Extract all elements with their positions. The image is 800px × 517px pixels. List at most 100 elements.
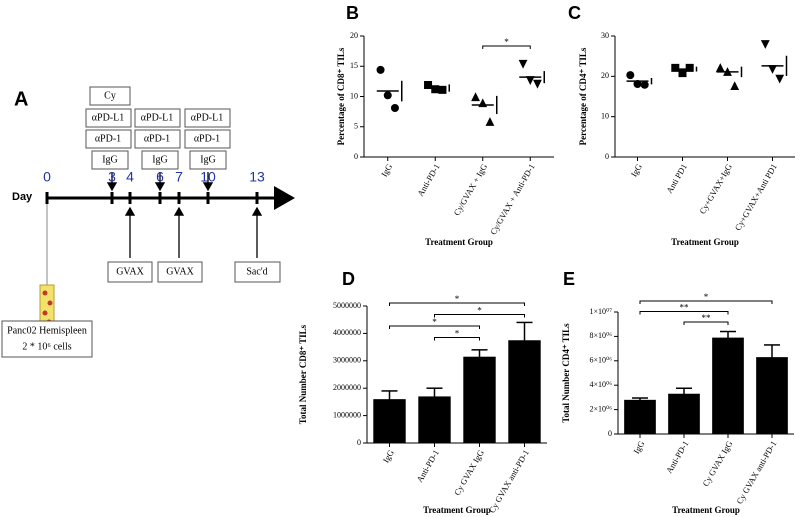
significance-bracket [434, 314, 525, 318]
x-axis-title: Treatment Group [423, 505, 491, 515]
point [678, 69, 687, 78]
point [685, 63, 694, 72]
x-tick-label: Anti-PD-1 [414, 448, 441, 484]
box [85, 129, 132, 149]
drug-label: Cy [104, 90, 116, 101]
box [189, 150, 227, 170]
point [533, 79, 542, 89]
panel-label: C [568, 3, 581, 23]
x-tick-label: IgG [629, 162, 644, 178]
significance-label: ** [680, 303, 690, 313]
y-tick-label: 0 [605, 152, 609, 161]
drug-label: αPD-L1 [92, 112, 124, 123]
box [89, 86, 131, 106]
x-tick-label: Anti-PD-1 [415, 162, 442, 198]
point [438, 85, 447, 94]
panel-label: B [346, 3, 359, 23]
day-number: 7 [175, 169, 183, 185]
y-tick-label: 8×10⁰⁶ [589, 331, 612, 340]
box [91, 150, 129, 170]
significance-label: * [455, 329, 460, 339]
point [730, 81, 740, 91]
day-number: 3 [108, 169, 116, 185]
point [424, 81, 433, 90]
point [478, 98, 488, 108]
panel-label: A [14, 88, 28, 110]
y-tick-label: 4×10⁰⁶ [589, 380, 612, 389]
x-axis-title: Treatment Group [672, 505, 740, 515]
x-tick-label: Cy/GVAX + Anti-PD-1 [488, 162, 537, 236]
model-label: 2 * 10⁶ cells [22, 341, 71, 352]
y-tick-label: 0 [608, 429, 612, 438]
point [525, 76, 535, 85]
x-tick-label: Cy+GVAX+IgG [697, 162, 734, 216]
y-axis-title: Total Number CD4⁺ TILs [561, 323, 571, 423]
box [234, 261, 281, 283]
y-tick-label: 0 [354, 152, 358, 161]
box [141, 150, 179, 170]
significance-bracket [434, 337, 480, 341]
x-tick-label: Anti-PD-1 [664, 439, 691, 475]
x-tick-label: Cy GVAX anti-PD-1 [734, 439, 778, 506]
x-tick-label: Cy/GVAX + IgG [452, 162, 490, 217]
y-tick-label: 6×10⁰⁶ [589, 356, 612, 365]
y-tick-label: 5 [354, 122, 358, 131]
point [768, 65, 777, 74]
point [775, 74, 785, 84]
drug-label: αPD-1 [194, 133, 220, 144]
x-tick-label: Cy GVAX IgG [700, 439, 734, 488]
drug-label: αPD-1 [95, 133, 121, 144]
y-axis-title: Total Number CD8⁺ TILs [298, 324, 308, 424]
point [485, 117, 495, 126]
point [431, 85, 440, 94]
y-tick-label: 4000000 [333, 328, 361, 337]
y-tick-label: 10 [601, 111, 609, 120]
box [134, 108, 181, 128]
point [383, 91, 392, 100]
drug-label: αPD-1 [144, 133, 170, 144]
point [626, 71, 635, 80]
model-label: Panc02 Hemispleen [7, 325, 87, 336]
significance-label: ** [702, 313, 712, 323]
bar [712, 337, 744, 434]
x-tick-label: IgG [379, 162, 394, 178]
bar [756, 357, 788, 434]
y-tick-label: 10 [350, 91, 358, 100]
bar [418, 396, 451, 443]
drug-label: IgG [102, 154, 118, 165]
point [376, 65, 385, 74]
box [134, 129, 181, 149]
day-number: 13 [249, 169, 265, 185]
y-tick-label: 2000000 [333, 383, 361, 392]
box [107, 261, 153, 283]
y-axis-title: Percentage of CD8⁺ TILs [336, 47, 346, 145]
point [390, 103, 399, 112]
sacrifice-label: Sac'd [246, 266, 267, 277]
x-tick-label: IgG [631, 439, 646, 455]
significance-bracket [639, 300, 773, 304]
point [633, 79, 642, 88]
bar [463, 356, 496, 443]
point [471, 92, 480, 102]
bar [668, 393, 700, 434]
box [184, 108, 231, 128]
day-label: Day [12, 191, 33, 203]
bar [508, 340, 541, 443]
bar [373, 399, 406, 443]
drug-label: αPD-L1 [141, 112, 173, 123]
y-tick-label: 2×10⁰⁶ [589, 404, 612, 413]
significance-bracket [389, 325, 480, 329]
day-number: 6 [156, 169, 164, 185]
x-axis-title: Treatment Group [671, 237, 739, 247]
day-number: 0 [43, 169, 51, 185]
significance-label: * [704, 292, 709, 302]
drug-label: IgG [152, 154, 168, 165]
x-tick-label: Cy GVAX anti-PD-1 [487, 448, 531, 515]
x-tick-label: Anti PD1 [664, 162, 689, 195]
x-tick-label: Cy GVAX IgG [452, 448, 486, 497]
significance-label: * [504, 37, 509, 47]
x-tick-label: Cy+GVAX+Anti PD1 [733, 162, 779, 232]
y-tick-label: 20 [350, 31, 358, 40]
y-tick-label: 0 [357, 438, 361, 447]
